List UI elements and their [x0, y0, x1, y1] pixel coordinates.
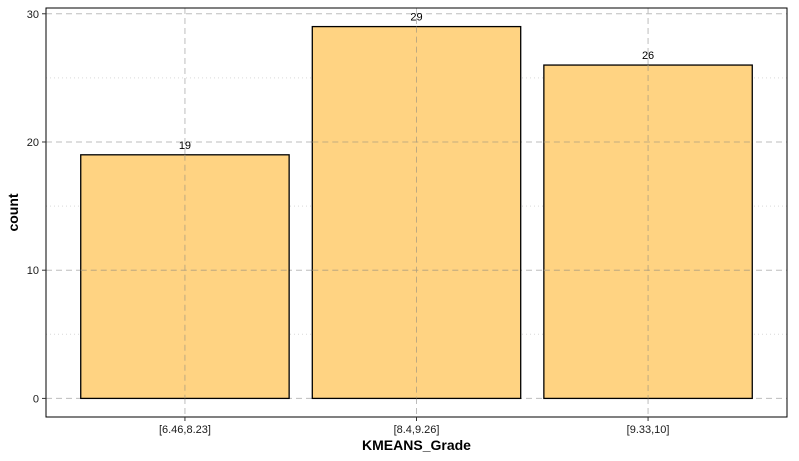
x-tick-label: [9.33,10]	[627, 424, 670, 436]
x-axis-title: KMEANS_Grade	[362, 437, 471, 453]
y-axis-title: count	[5, 193, 21, 231]
data-labels: 19 29 26	[179, 12, 654, 152]
y-axis: 0 10 20 30	[27, 9, 46, 405]
y-tick-label: 0	[33, 393, 39, 405]
data-label: 26	[642, 50, 654, 62]
bars	[80, 25, 753, 400]
x-axis: [6.46,8.23] [8.4,9.26] [9.33,10]	[159, 417, 670, 436]
x-tick-label: [8.4,9.26]	[394, 424, 440, 436]
x-tick-label: [6.46,8.23]	[159, 424, 211, 436]
y-tick-label: 10	[27, 265, 39, 277]
data-label: 19	[179, 140, 191, 152]
y-tick-label: 30	[27, 9, 39, 21]
y-tick-label: 20	[27, 137, 39, 149]
data-label: 29	[410, 12, 422, 24]
